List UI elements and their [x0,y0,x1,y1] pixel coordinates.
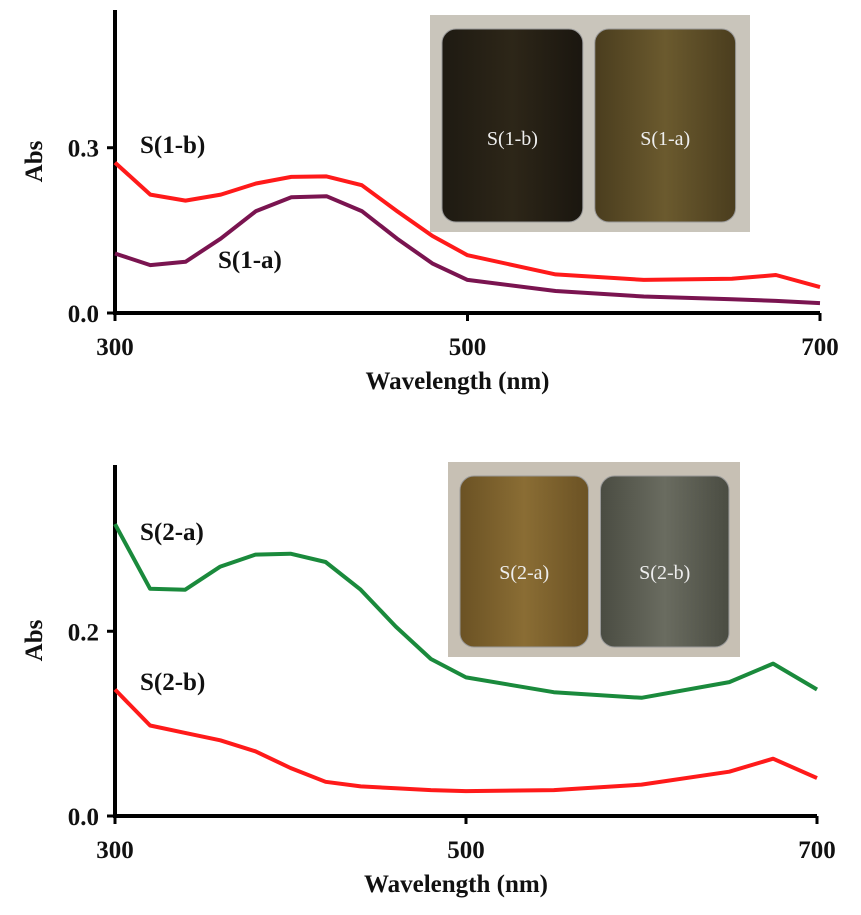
y-tick-label: 0.2 [68,619,99,646]
series-line [114,194,821,306]
chart-panel: S(1-b) S(1-a) 300 500 700 0.0 0.3 Wavelength (n… [21,10,839,395]
series-label: S(1-a) [218,247,282,274]
y-axis-label: Abs [21,140,48,182]
inset-label: S(1-b) [487,128,538,150]
jar [599,475,730,648]
series-line [113,688,818,794]
x-axis-label: Wavelength (nm) [365,368,549,395]
series-label: S(2-b) [140,669,205,696]
x-tick-label: 700 [798,837,836,864]
x-tick-label: 500 [449,334,487,361]
x-tick-label: 300 [96,334,134,361]
jar [594,28,737,223]
inset-label: S(2-b) [639,562,690,584]
inset-label: S(1-a) [640,128,690,150]
series-line [113,523,819,700]
inset-label: S(2-a) [499,562,549,584]
y-tick-label: 0.0 [68,804,99,831]
x-tick-label: 300 [96,837,134,864]
series-label: S(2-a) [140,519,204,546]
y-tick-label: 0.3 [68,136,99,163]
y-axis-label: Abs [21,619,48,661]
jar [441,28,584,223]
series-label: S(1-b) [140,132,205,159]
x-axis-label: Wavelength (nm) [364,871,548,898]
chart-panel: S(2-a) S(2-b) 300 500 700 0.0 0.2 Wavelength (n… [21,462,836,898]
x-tick-label: 700 [801,334,839,361]
series-line [113,161,821,290]
jar [459,475,589,648]
x-tick-label: 500 [447,837,485,864]
y-tick-label: 0.0 [68,301,99,328]
